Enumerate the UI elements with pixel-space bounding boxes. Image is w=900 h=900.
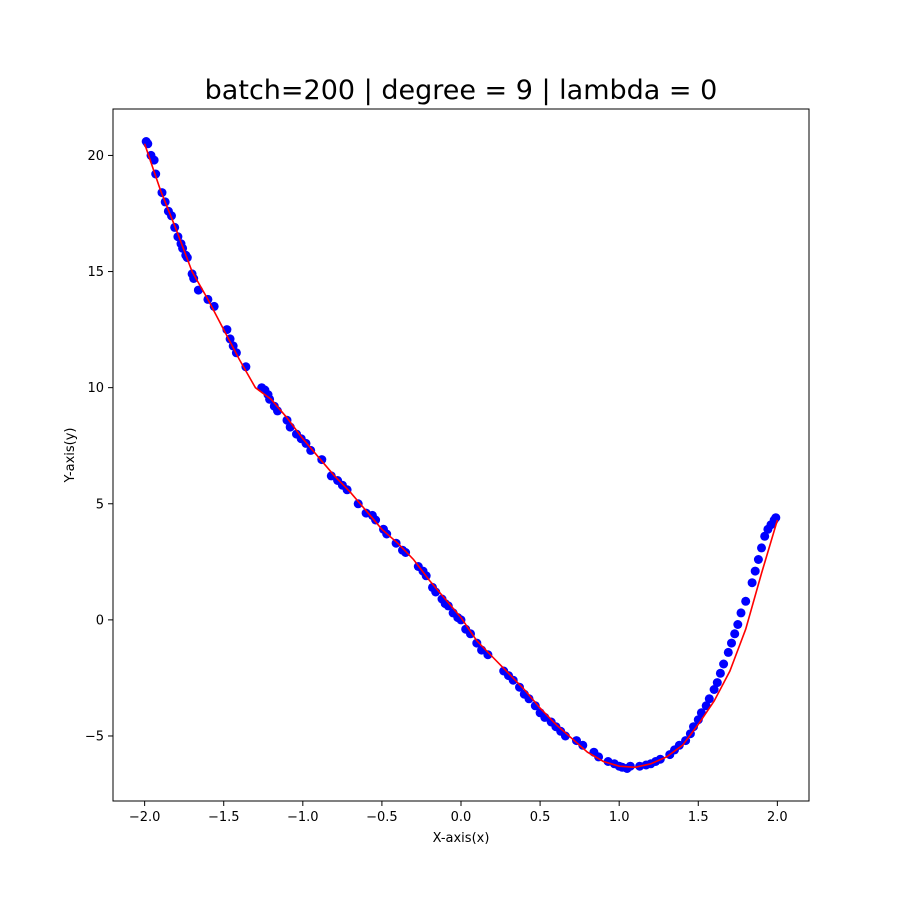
x-tick-label: −0.5: [366, 810, 398, 825]
data-point: [515, 682, 524, 692]
x-tick-label: 2.0: [767, 810, 788, 825]
data-point: [747, 578, 757, 588]
fit-curve-line: [143, 143, 779, 769]
data-point: [530, 701, 540, 711]
data-point: [353, 499, 363, 509]
x-axis-label: X-axis(x): [433, 831, 490, 846]
data-point: [736, 608, 746, 618]
data-point: [371, 515, 381, 525]
data-point: [443, 601, 453, 611]
x-tick-label: 1.5: [688, 810, 709, 825]
x-tick-label: 0.5: [530, 810, 551, 825]
data-point: [696, 708, 706, 718]
data-point: [306, 445, 316, 455]
y-tick-label: 10: [87, 381, 104, 396]
x-axis-ticks: −2.0 −1.5 −1.0 −0.5 0.0 0.5 1.0 1.5 2.0: [129, 801, 788, 825]
y-tick-label: −5: [85, 729, 104, 744]
data-point: [753, 555, 763, 564]
fit-curve-layer: [143, 143, 779, 769]
y-tick-label: 15: [87, 265, 104, 280]
y-tick-label: 5: [96, 497, 104, 512]
data-point: [712, 678, 722, 688]
data-point: [572, 736, 581, 746]
data-point: [757, 543, 766, 553]
data-point: [472, 638, 482, 648]
data-point: [715, 668, 725, 678]
data-point: [674, 740, 684, 750]
data-point: [508, 675, 518, 685]
x-tick-label: 1.0: [609, 810, 630, 825]
data-point: [391, 538, 401, 548]
data-point: [730, 629, 740, 639]
y-tick-label: 0: [96, 613, 104, 628]
data-point: [709, 685, 719, 694]
data-point: [483, 650, 493, 660]
data-point: [733, 620, 743, 629]
data-point: [771, 513, 781, 523]
y-axis-label: Y-axis(y): [63, 428, 78, 484]
x-tick-label: −2.0: [129, 810, 161, 825]
data-point: [282, 415, 292, 425]
data-point: [727, 638, 736, 648]
x-tick-label: 0.0: [451, 810, 472, 825]
data-point: [723, 647, 733, 657]
data-point: [241, 362, 251, 372]
data-point: [760, 531, 770, 541]
data-point: [741, 596, 751, 606]
data-point: [719, 659, 729, 669]
data-point: [750, 566, 760, 576]
x-tick-label: −1.0: [287, 810, 319, 825]
y-tick-label: 20: [87, 149, 104, 164]
data-point: [578, 740, 588, 750]
chart-title: batch=200 | degree = 9 | lambda = 0: [205, 75, 718, 106]
data-point: [189, 274, 199, 283]
data-point: [704, 694, 714, 704]
y-axis-ticks: −5 0 5 10 15 20: [85, 149, 113, 744]
data-point: [149, 155, 159, 165]
x-tick-label: −1.5: [208, 810, 240, 825]
